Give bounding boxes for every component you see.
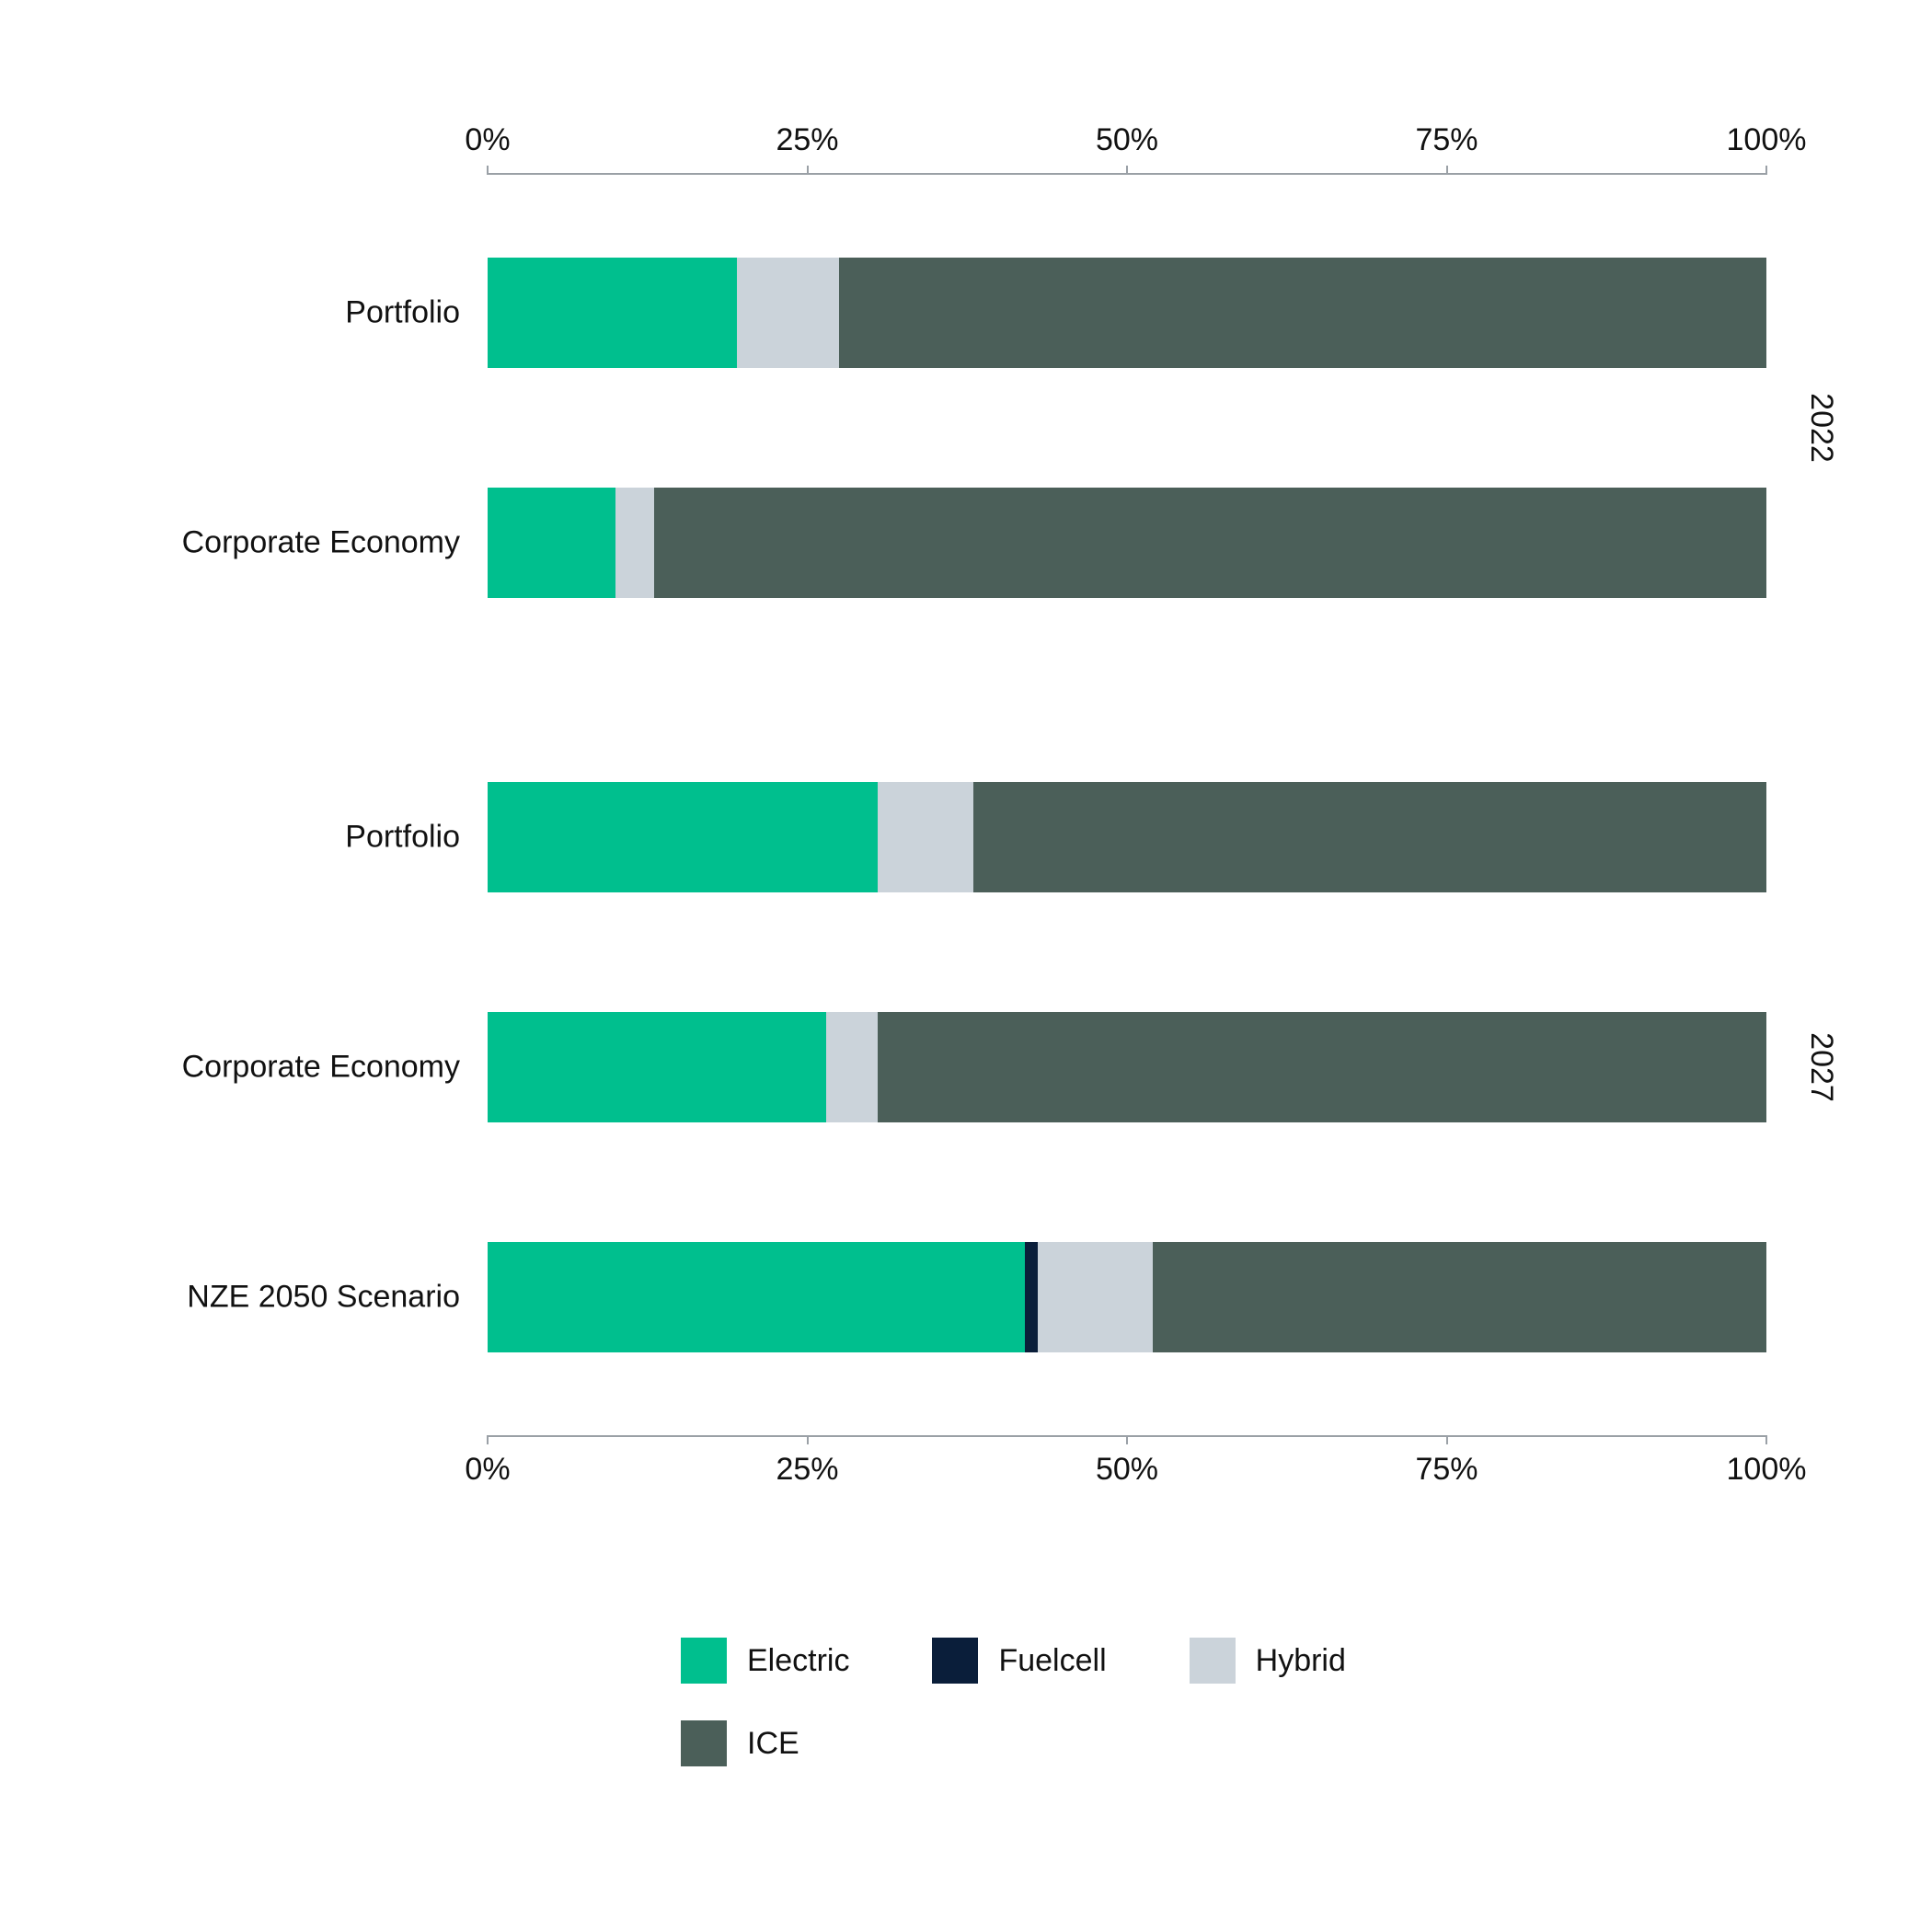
bar-row-label: Corporate Economy <box>182 525 460 561</box>
axis-tick <box>1126 166 1128 175</box>
bar-row-label: Portfolio <box>345 820 460 856</box>
axis-tick-label: 0% <box>465 122 510 158</box>
legend-item-hybrid: Hybrid <box>1190 1638 1346 1684</box>
bar-row: NZE 2050 Scenario <box>488 1242 1766 1352</box>
bar-segment-ice <box>973 782 1766 892</box>
bar-segment-ice <box>878 1012 1766 1122</box>
bar-segment-hybrid <box>826 1012 878 1122</box>
row-gap <box>488 368 1766 488</box>
axis-tick <box>1126 1435 1128 1444</box>
bar-segment-hybrid <box>615 488 654 598</box>
axis-tick <box>487 1435 489 1444</box>
bar-segment-ice <box>839 258 1766 368</box>
axis-tick-label: 25% <box>776 1452 838 1488</box>
legend-swatch <box>1190 1638 1236 1684</box>
bar-segment-hybrid <box>878 782 973 892</box>
bar-row: Corporate Economy <box>488 488 1766 598</box>
bar-segment-hybrid <box>737 258 839 368</box>
bar-segment-electric <box>488 782 878 892</box>
stacked-bar-chart: 0% 25% 50% 75% 100% Portfolio Corporate Econo… <box>166 110 1840 1500</box>
legend-swatch <box>932 1638 978 1684</box>
legend-item-electric: Electric <box>681 1638 849 1684</box>
axis-tick-label: 75% <box>1415 122 1478 158</box>
bar-row-label: Corporate Economy <box>182 1050 460 1086</box>
bar-segment-hybrid <box>1038 1242 1153 1352</box>
bar-segment-electric <box>488 258 737 368</box>
row-gap <box>488 892 1766 1012</box>
bar-row: Portfolio <box>488 258 1766 368</box>
bar-segment-electric <box>488 1012 826 1122</box>
row-gap <box>488 1122 1766 1242</box>
axis-tick <box>1446 166 1448 175</box>
axis-tick <box>807 166 809 175</box>
axis-tick-label: 0% <box>465 1452 510 1488</box>
axis-tick-label: 100% <box>1727 122 1807 158</box>
bar-segment-electric <box>488 1242 1025 1352</box>
axis-tick <box>1446 1435 1448 1444</box>
axis-tick <box>487 166 489 175</box>
axis-tick-label: 100% <box>1727 1452 1807 1488</box>
bar-row: Corporate Economy <box>488 1012 1766 1122</box>
plot-area: 0%25%50%75%100% PortfolioCorporate Econo… <box>488 110 1766 1500</box>
x-axis-bottom: 0%25%50%75%100% <box>488 1435 1766 1500</box>
bar-segment-ice <box>1153 1242 1766 1352</box>
legend-label: Hybrid <box>1256 1643 1346 1679</box>
bar-row-label: NZE 2050 Scenario <box>187 1280 460 1316</box>
axis-tick-label: 25% <box>776 122 838 158</box>
bars-container: Portfolio Corporate Economy Portfolio Corpo… <box>488 258 1766 1352</box>
axis-tick-label: 50% <box>1096 122 1158 158</box>
legend-label: ICE <box>747 1726 799 1762</box>
bar-segment-fuelcell <box>1025 1242 1038 1352</box>
bar-segment-ice <box>654 488 1766 598</box>
axis-tick <box>1765 1435 1767 1444</box>
legend-swatch <box>681 1720 727 1766</box>
x-axis-top: 0%25%50%75%100% <box>488 110 1766 175</box>
bar-row-label: Portfolio <box>345 295 460 331</box>
legend-label: Electric <box>747 1643 849 1679</box>
axis-tick-label: 50% <box>1096 1452 1158 1488</box>
bar-row: Portfolio <box>488 782 1766 892</box>
legend: Electric Fuelcell Hybrid ICE <box>681 1638 1601 1803</box>
legend-label: Fuelcell <box>998 1643 1106 1679</box>
legend-row: Electric Fuelcell Hybrid <box>681 1638 1601 1684</box>
group-year-label: 2022 <box>1803 393 1839 463</box>
legend-item-ice: ICE <box>681 1720 799 1766</box>
axis-tick-label: 75% <box>1415 1452 1478 1488</box>
group-gap <box>488 598 1766 782</box>
group-year-label: 2027 <box>1803 1032 1839 1102</box>
axis-tick <box>807 1435 809 1444</box>
legend-swatch <box>681 1638 727 1684</box>
legend-item-fuelcell: Fuelcell <box>932 1638 1106 1684</box>
legend-row: ICE <box>681 1720 1601 1766</box>
bar-segment-electric <box>488 488 615 598</box>
axis-tick <box>1765 166 1767 175</box>
